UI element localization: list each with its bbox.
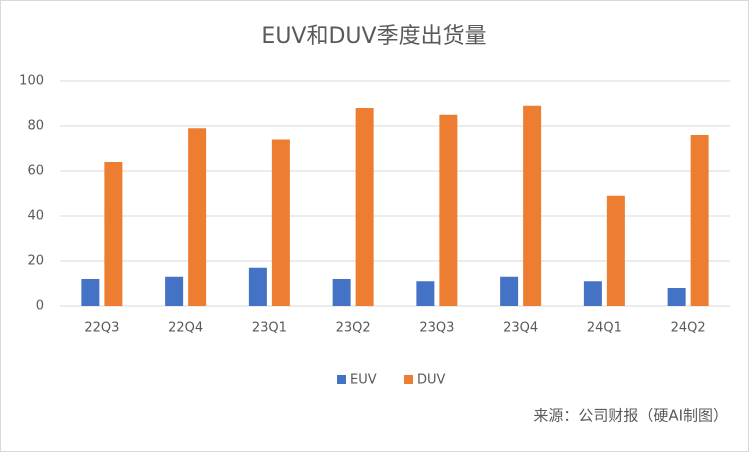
bar: [690, 135, 709, 306]
bar: [332, 279, 351, 306]
x-tick-label: 22Q4: [168, 321, 203, 336]
y-tick-label: 40: [27, 209, 44, 224]
bar: [583, 281, 602, 306]
bar: [416, 281, 435, 306]
y-tick-label: 80: [27, 119, 44, 134]
bar: [667, 288, 686, 306]
bar: [165, 276, 184, 306]
y-tick-label: 100: [19, 74, 44, 89]
y-tick-label: 0: [36, 299, 44, 314]
bar: [606, 195, 625, 306]
legend-label: DUV: [417, 373, 446, 388]
legend-swatch: [404, 375, 413, 384]
x-tick-label: 23Q3: [419, 321, 454, 336]
source-note: 来源：公司财报（硬AI制图）: [533, 407, 728, 425]
bar: [81, 279, 100, 306]
bar: [248, 267, 267, 306]
x-tick-label: 23Q1: [252, 321, 287, 336]
legend-swatch: [337, 375, 346, 384]
chart-title: EUV和DUV季度出货量: [261, 24, 486, 49]
y-tick-label: 60: [27, 164, 44, 179]
x-tick-label: 23Q2: [336, 321, 371, 336]
y-tick-label: 20: [27, 254, 44, 269]
x-tick-label: 24Q1: [587, 321, 622, 336]
bar: [271, 139, 290, 306]
legend-label: EUV: [350, 373, 377, 388]
bar: [188, 128, 207, 306]
bar: [104, 162, 123, 306]
bar: [355, 108, 374, 306]
x-tick-label: 24Q2: [671, 321, 706, 336]
bar: [500, 276, 519, 306]
bar: [523, 105, 542, 306]
x-tick-label: 23Q4: [503, 321, 538, 336]
x-tick-label: 22Q3: [84, 321, 119, 336]
bar: [439, 114, 458, 306]
